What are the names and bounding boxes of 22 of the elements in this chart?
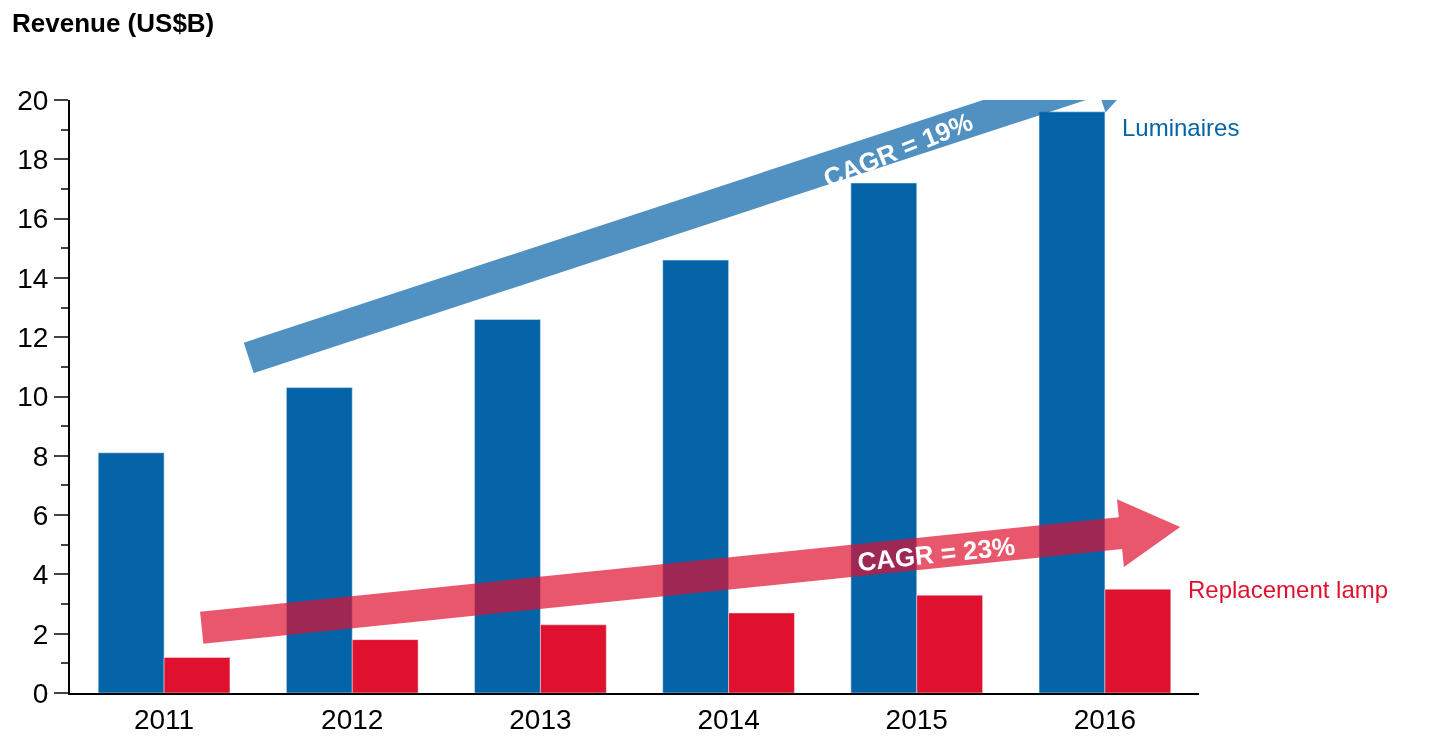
- annotation: CAGR = 19%: [818, 106, 977, 194]
- x-tick-label: 2012: [321, 703, 384, 735]
- y-tick-label: 18: [17, 144, 49, 176]
- annotation: CAGR = 23%: [855, 530, 1017, 578]
- x-tick-label: 2013: [509, 703, 572, 735]
- x-tick-label: 2015: [885, 703, 948, 735]
- series-label: Luminaires: [1122, 114, 1240, 141]
- y-tick-label: 2: [32, 618, 49, 650]
- x-tick-label: 2011: [133, 703, 195, 735]
- y-tick-label: 8: [32, 440, 49, 472]
- x-tick-label: 2016: [1073, 703, 1137, 735]
- y-tick-label: 6: [32, 499, 49, 531]
- y-tick-label: 12: [17, 322, 49, 353]
- series-label: Replacement lamp: [1188, 576, 1389, 603]
- y-tick-label: 20: [17, 84, 49, 116]
- y-axis-title: Revenue (US$B): [12, 8, 215, 38]
- x-tick-label: 2014: [697, 703, 760, 735]
- y-tick-label: 10: [17, 381, 49, 413]
- y-tick-label: 4: [32, 559, 49, 591]
- y-tick-label: 16: [17, 203, 49, 235]
- y-tick-label: 14: [17, 262, 49, 294]
- y-tick-label: 0: [32, 677, 49, 709]
